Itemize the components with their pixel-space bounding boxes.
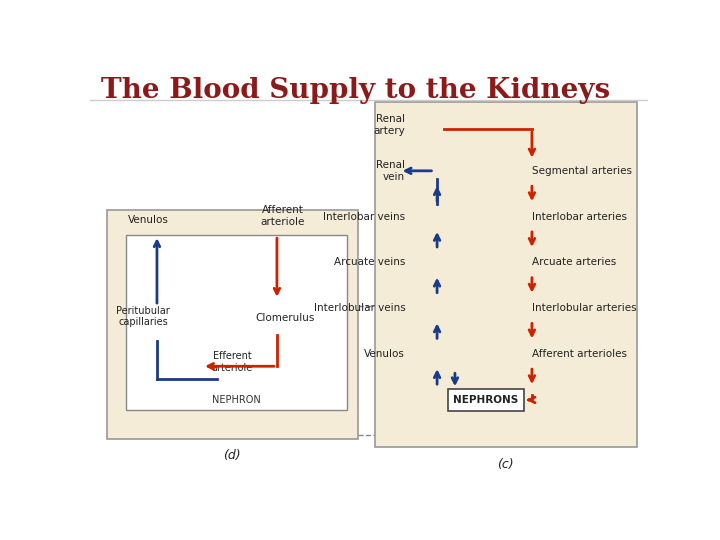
- Text: Efferent
arteriole: Efferent arteriole: [212, 352, 253, 373]
- FancyBboxPatch shape: [107, 210, 358, 439]
- Text: Venulos: Venulos: [364, 349, 405, 359]
- FancyBboxPatch shape: [126, 235, 347, 410]
- Text: Peritubular
capillaries: Peritubular capillaries: [116, 306, 170, 327]
- Text: Interlobar arteries: Interlobar arteries: [533, 212, 628, 221]
- Text: Interlobar veins: Interlobar veins: [323, 212, 405, 221]
- FancyBboxPatch shape: [374, 102, 637, 447]
- Text: NEPHRONS: NEPHRONS: [454, 395, 518, 405]
- Text: (c): (c): [498, 458, 514, 471]
- Text: Arcuate arteries: Arcuate arteries: [533, 257, 617, 267]
- Text: Interlobular arteries: Interlobular arteries: [533, 303, 637, 313]
- Text: Afferent arterioles: Afferent arterioles: [533, 349, 628, 359]
- Text: Afferent
arteriole: Afferent arteriole: [261, 205, 305, 227]
- Text: Arcuate veins: Arcuate veins: [334, 257, 405, 267]
- Text: Renal
artery: Renal artery: [374, 114, 405, 136]
- Text: NEPHRON: NEPHRON: [212, 395, 261, 405]
- Text: (d): (d): [223, 449, 241, 462]
- FancyBboxPatch shape: [449, 389, 523, 411]
- Text: Renal
vein: Renal vein: [377, 160, 405, 181]
- Text: Segmental arteries: Segmental arteries: [533, 166, 632, 176]
- Text: Venulos: Venulos: [128, 215, 169, 225]
- Text: Clomerulus: Clomerulus: [256, 313, 315, 323]
- Text: Interlobular veins: Interlobular veins: [313, 303, 405, 313]
- Text: The Blood Supply to the Kidneys: The Blood Supply to the Kidneys: [101, 77, 611, 104]
